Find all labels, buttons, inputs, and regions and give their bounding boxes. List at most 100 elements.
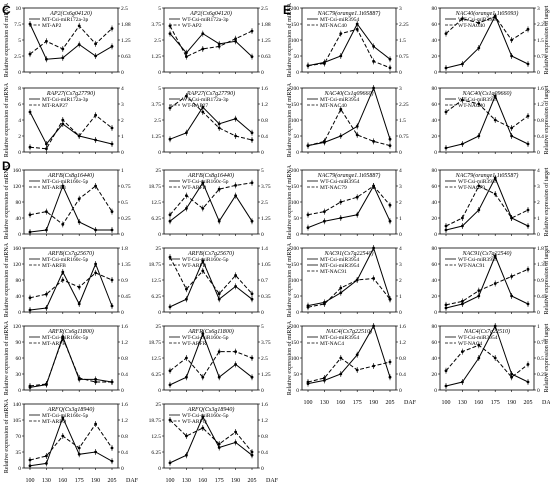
y-tick-label-right: 3 (537, 6, 540, 12)
series-line (307, 108, 391, 147)
data-point (250, 55, 254, 59)
data-point (217, 187, 221, 191)
y-tick-label-right: 0 (399, 388, 402, 394)
data-point (234, 134, 238, 138)
legend-entry: MT-NAC40 (320, 103, 347, 109)
data-point (444, 228, 448, 232)
data-point (94, 184, 97, 188)
series-line (169, 181, 253, 223)
data-point (61, 223, 65, 226)
data-point (94, 54, 97, 58)
y-tick-label-right: 0 (537, 150, 540, 156)
y-tick-label-left: 50 (294, 372, 300, 378)
subplot-title: AP2(Cs6g04120) (49, 10, 92, 17)
data-point (45, 306, 48, 310)
data-point (477, 102, 481, 106)
data-point (355, 22, 359, 26)
data-point (461, 350, 464, 353)
y-tick-label-left: 5 (18, 38, 21, 44)
subplot-14: 0 0 20 0.75 40 1.5 60 2.25 80 3 NAC40(orange1.1t05… (432, 6, 547, 76)
data-point (61, 47, 65, 51)
data-point (94, 271, 97, 275)
data-point (217, 297, 221, 301)
data-point (372, 59, 375, 63)
subplot-16: 0 020 0.440 0.860 1.280 1.6NAC40(Cs1g09660)WT… (432, 86, 545, 156)
y-axis-title-left: Relative expression of miRNA (3, 2, 10, 77)
y-tick-label-left: 18.75 (149, 340, 162, 346)
legend-entry: MT-Csi-miR3954 (320, 17, 359, 23)
data-point (306, 213, 310, 217)
legend-entry: MT-Csi-miR160c-5p (42, 413, 88, 419)
data-point (28, 52, 32, 56)
y-tick-label-right: 1 (121, 168, 124, 174)
y-tick-label-left: 60 (432, 22, 438, 28)
y-tick-label-right: 0 (121, 150, 124, 156)
legend-entry: MT-ARFB (42, 263, 66, 269)
data-point (45, 454, 48, 458)
data-point (493, 176, 497, 180)
data-point (168, 461, 172, 465)
legend-entry: WT-Csi-miR3954 (458, 335, 498, 341)
data-point (444, 110, 448, 114)
x-unit-label: DAF (126, 478, 139, 484)
data-point (234, 37, 238, 41)
x-tick-label: 130 (182, 478, 191, 484)
legend-entry: WT-Csi-miR3954 (320, 179, 360, 185)
subplot-title: ARFQ(Cs3g18940) (47, 406, 95, 413)
data-point (77, 285, 81, 289)
data-point (28, 213, 32, 217)
data-point (323, 302, 326, 306)
data-point (372, 184, 375, 188)
y-axis-title-left: Relative expression of miRNA (3, 320, 10, 395)
y-tick-label-left: 0 (158, 70, 161, 76)
y-tick-label-left: 60 (16, 356, 22, 362)
data-point (77, 220, 81, 224)
y-tick-label-left: 40 (432, 38, 438, 44)
legend-entry: WT-Csi-miR3954 (458, 257, 498, 263)
y-tick-label-left: 18.75 (149, 262, 162, 268)
data-point (234, 194, 238, 198)
y-tick-label-left: 3.75 (151, 22, 161, 28)
legend-entry: WT-Csi-miR160c-5p (182, 257, 229, 263)
subplot-7: 0 0 40 0.45 80 0.9 120 1.35 160 1.8 ARFB(Cs7g25670… (13, 246, 131, 316)
y-tick-label-right: 0 (399, 310, 402, 316)
subplot-8: 0 0 6.25 0.35 12.5 0.7 18.75 1.05 25 1.4 ARFB(Cs7g… (149, 246, 271, 316)
y-axis-title-left: Relative expression of miRNA (286, 2, 293, 77)
data-point (388, 375, 392, 379)
y-tick-label-left: 0 (158, 232, 161, 238)
data-point (94, 113, 97, 117)
data-point (444, 303, 448, 307)
y-tick-label-left: 40 (432, 278, 438, 284)
data-point (234, 183, 238, 187)
data-point (493, 15, 497, 18)
data-point (477, 208, 481, 212)
subplot-title: ARFQ(Cs3g18940) (187, 406, 235, 413)
y-tick-label-left: 6 (18, 102, 21, 108)
data-point (28, 110, 32, 114)
y-tick-label-right: 0.4 (261, 134, 268, 140)
y-tick-label-right: 0.8 (261, 118, 268, 124)
data-point (461, 216, 464, 220)
data-point (372, 246, 375, 250)
y-tick-label-left: 6.25 (151, 372, 161, 378)
y-tick-label-left: 0 (158, 466, 161, 472)
data-point (185, 51, 188, 55)
data-point (201, 375, 205, 379)
y-tick-label-left: 20 (432, 54, 438, 60)
y-tick-label-left: 1.25 (151, 134, 161, 140)
data-point (339, 372, 343, 376)
data-point (355, 125, 359, 128)
data-point (250, 292, 254, 296)
data-point (168, 305, 172, 309)
legend-entry: WT-Csi-miR160c-5p (182, 413, 229, 419)
legend-entry: WT-RAP27 (182, 103, 208, 109)
data-point (526, 208, 530, 212)
data-point (250, 297, 254, 301)
y-tick-label-right: 0 (121, 232, 124, 238)
y-tick-label-right: 2.5 (261, 200, 268, 206)
data-point (77, 302, 81, 306)
legend-entry: WT-NAC40 (458, 23, 485, 29)
x-tick-label: 190 (231, 478, 240, 484)
legend-entry: MT-ARFQ (42, 419, 66, 425)
y-axis-title-right: Relative expression of target (543, 245, 550, 314)
